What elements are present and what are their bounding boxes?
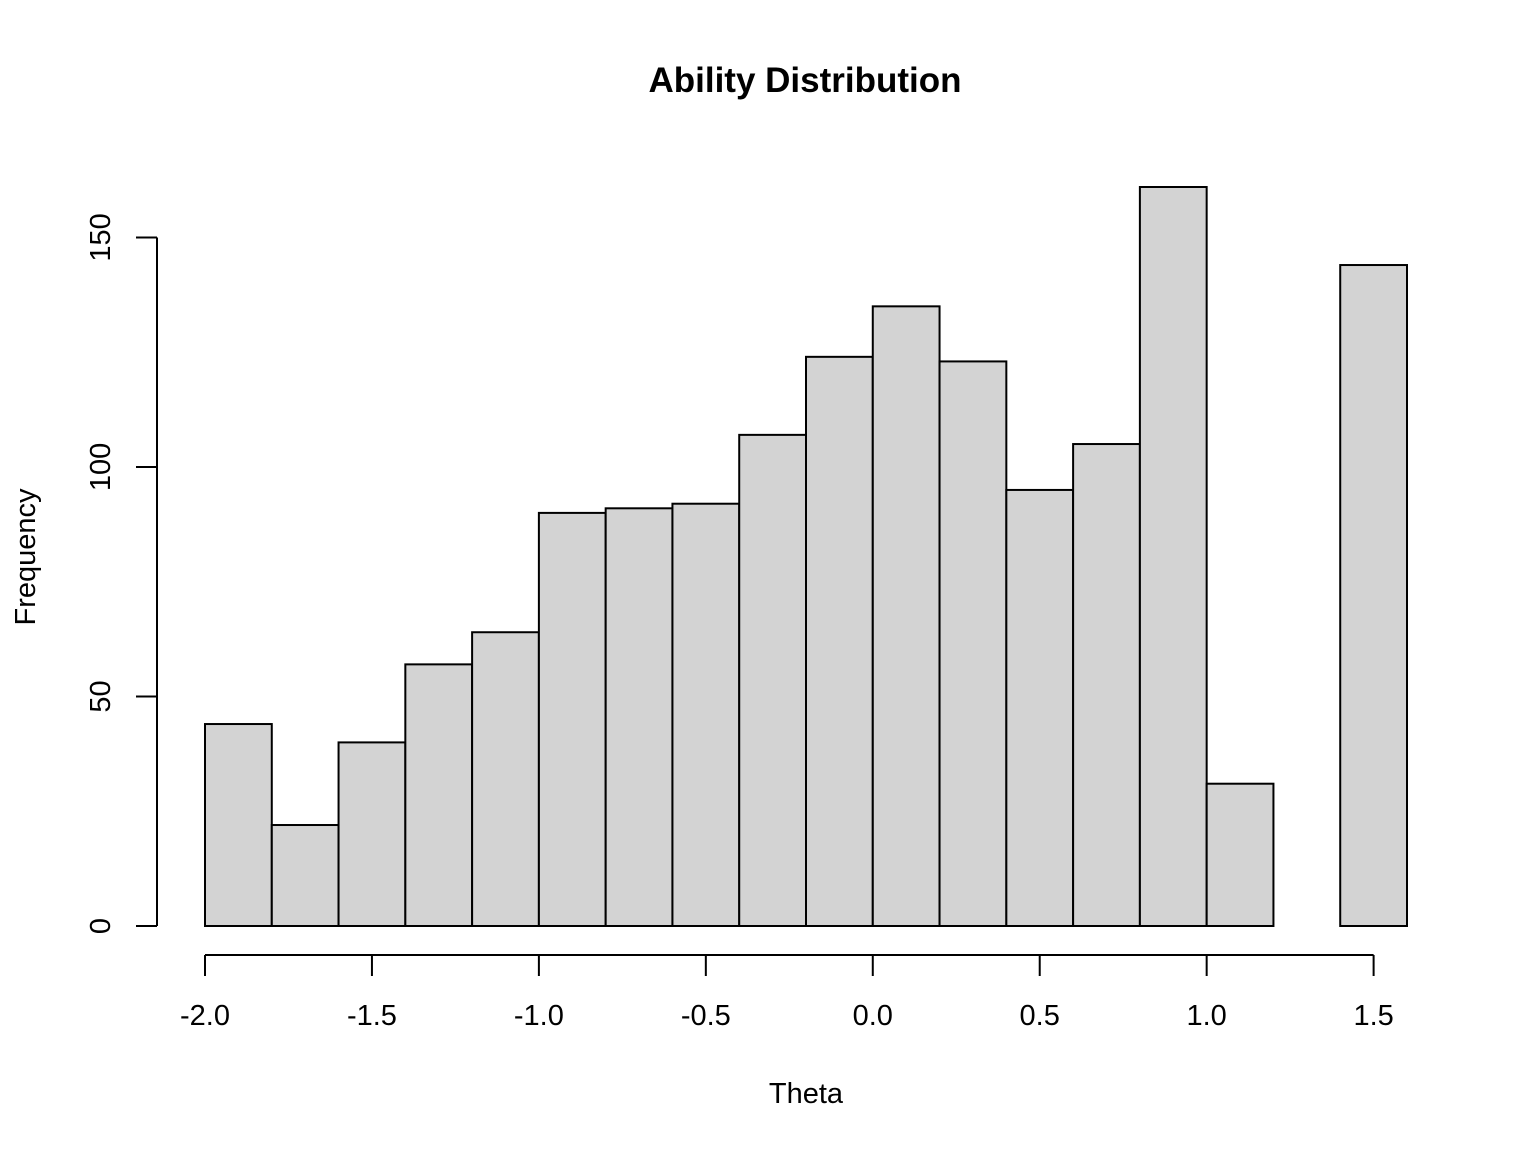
y-tick-label: 150	[85, 213, 117, 261]
x-tick-label: -1.0	[514, 1000, 564, 1032]
histogram-bar	[1205, 782, 1275, 927]
histogram-bar	[805, 355, 874, 928]
y-axis: 0 50 100 150	[85, 213, 158, 934]
histogram-bar	[337, 741, 407, 927]
histogram-bar	[404, 663, 474, 927]
histogram-bar	[738, 433, 808, 927]
histogram-bar	[471, 631, 540, 927]
histogram-bar	[1072, 443, 1141, 927]
x-axis: -2.0 -1.5 -1.0 -0.5 0.0 0.5 1.0 1.5	[180, 954, 1394, 1032]
histogram-bar	[938, 360, 1008, 927]
histogram-bar	[671, 502, 741, 927]
histogram-bar	[1138, 186, 1208, 927]
histogram-bar	[270, 824, 340, 927]
y-tick-label: 0	[85, 918, 117, 934]
x-tick-label: 1.5	[1353, 1000, 1393, 1032]
x-tick-label: -0.5	[681, 1000, 731, 1032]
x-tick-label: -2.0	[180, 1000, 230, 1032]
x-tick-label: 1.0	[1187, 1000, 1227, 1032]
histogram-bar	[1339, 264, 1408, 927]
bars-group	[204, 186, 1408, 928]
histogram-bar	[537, 511, 607, 927]
y-axis-label: Frequency	[10, 488, 42, 626]
histogram-bar	[204, 723, 273, 928]
histogram-bar	[604, 507, 674, 927]
x-tick-label: 0.0	[853, 1000, 893, 1032]
x-axis-label: Theta	[769, 1078, 844, 1110]
y-tick-label: 50	[85, 680, 117, 712]
histogram-bar	[1005, 488, 1075, 927]
x-tick-label: -1.5	[347, 1000, 397, 1032]
x-tick-label: 0.5	[1020, 1000, 1060, 1032]
chart-title: Ability Distribution	[648, 61, 961, 100]
histogram-bar	[871, 305, 941, 927]
y-tick-label: 100	[85, 443, 117, 491]
